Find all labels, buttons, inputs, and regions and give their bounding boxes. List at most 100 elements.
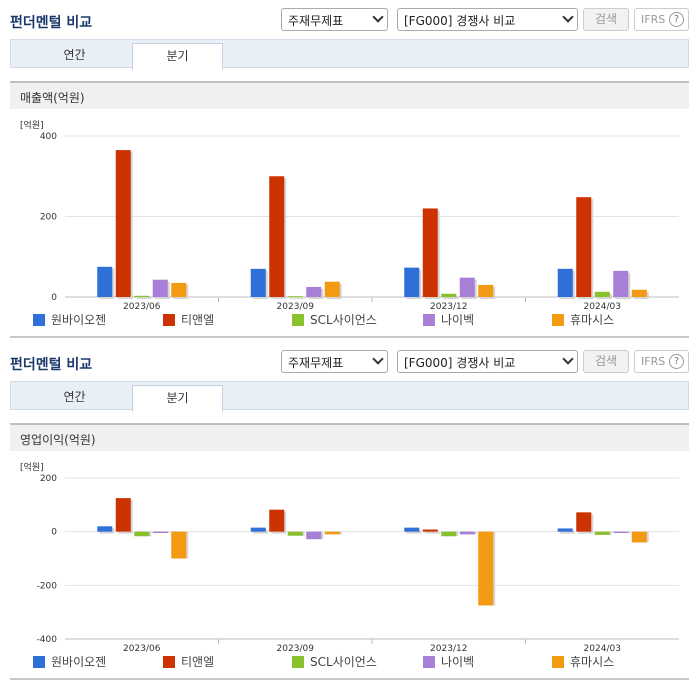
legend: 원바이오젠 티앤엘 SCL사이언스 나이벡 휴마시스 [0,655,696,671]
tab-annual[interactable]: 연간 [63,390,86,404]
tab-quarterly[interactable]: 분기 [132,43,223,70]
help-icon[interactable]: ? [669,12,684,27]
operating-profit-chart: -400 -200 0 200 2023/06 2023/09 2023/12 2024/03 [37,474,679,654]
bar[interactable] [152,279,168,297]
ifrs-button[interactable]: IFRS? [634,350,689,373]
bar[interactable] [422,208,438,297]
legend-label: 원바이오젠 [51,313,107,327]
revenue-panel: 펀더멘털 비교 주재무제표 [FG000] 경쟁사 비교 검색 IFRS? 연간… [0,8,696,338]
bar[interactable] [287,296,303,298]
legend-item[interactable]: 원바이오젠 [33,313,106,329]
y-tick-label: -400 [37,635,58,645]
bar[interactable] [171,531,187,559]
bar[interactable] [613,531,629,534]
statement-select[interactable]: 주재무제표 [281,350,388,373]
bar[interactable] [115,498,131,532]
legend-swatch [163,314,175,326]
help-icon[interactable]: ? [669,354,684,369]
y-tick-label: 0 [51,293,57,303]
search-button[interactable]: 검색 [583,8,629,31]
legend-swatch [33,314,45,326]
peer-group-select[interactable]: [FG000] 경쟁사 비교 [397,350,578,373]
legend-item[interactable]: SCL사이언스 [292,313,377,329]
legend-item[interactable]: 티앤엘 [163,655,214,671]
y-tick-label: 400 [40,132,57,142]
y-tick-label: -200 [37,581,58,591]
bar[interactable] [134,531,150,537]
statement-select-value: 주재무제표 [288,356,344,370]
revenue-chart: 0 200 400 2023/06 2023/09 2023/12 2024/03 [40,132,679,312]
bar[interactable] [97,526,113,532]
bar[interactable] [404,267,420,297]
legend-item[interactable]: 원바이오젠 [33,655,106,671]
bar-shadow [559,530,575,534]
page-title: 펀더멘털 비교 [10,15,93,31]
legend-swatch [163,656,175,668]
x-tick-label: 2024/03 [584,644,621,654]
bar[interactable] [478,531,494,606]
bar[interactable] [557,268,573,297]
legend-label: 휴마시스 [570,313,615,327]
statement-select[interactable]: 주재무제표 [281,8,388,31]
x-tick-label: 2024/03 [584,302,621,312]
bar[interactable] [306,286,322,297]
x-tick-label: 2023/12 [430,302,467,312]
peer-group-select[interactable]: [FG000] 경쟁사 비교 [397,8,578,31]
legend-swatch [292,656,304,668]
bar[interactable] [152,531,168,534]
ifrs-button[interactable]: IFRS? [634,8,689,31]
legend-swatch [33,656,45,668]
legend-item[interactable]: 나이벡 [423,655,474,671]
legend-item[interactable]: 티앤엘 [163,313,214,329]
bar[interactable] [631,531,647,543]
bar[interactable] [306,531,322,540]
legend: 원바이오젠 티앤엘 SCL사이언스 나이벡 휴마시스 [0,313,696,329]
legend-item[interactable]: 휴마시스 [552,313,614,329]
bar[interactable] [631,289,647,297]
bar[interactable] [134,295,150,297]
bar[interactable] [324,281,340,297]
y-unit-label: [억원] [20,121,44,131]
legend-label: SCL사이언스 [310,655,377,669]
bar[interactable] [97,266,113,297]
bar[interactable] [171,282,187,297]
bar[interactable] [576,197,592,297]
legend-item[interactable]: 나이벡 [423,313,474,329]
bar[interactable] [594,531,610,535]
bar[interactable] [269,509,285,532]
bar[interactable] [250,268,266,297]
section-title: 매출액(억원) [10,81,689,109]
legend-item[interactable]: SCL사이언스 [292,655,377,671]
operating-profit-panel: 펀더멘털 비교 주재무제표 [FG000] 경쟁사 비교 검색 IFRS? 연간… [0,342,696,684]
ifrs-label: IFRS [641,13,666,26]
legend-swatch [552,314,564,326]
bar[interactable] [422,529,438,532]
search-button[interactable]: 검색 [583,350,629,373]
bar[interactable] [324,531,340,535]
legend-label: 티앤엘 [181,655,215,669]
tab-annual[interactable]: 연간 [63,48,86,62]
peer-group-select-value: [FG000] 경쟁사 비교 [404,356,516,370]
bar[interactable] [404,527,420,532]
x-tick-label: 2023/06 [123,302,161,312]
bar[interactable] [269,176,285,297]
bar[interactable] [250,527,266,532]
legend-item[interactable]: 휴마시스 [552,655,614,671]
legend-swatch [292,314,304,326]
bar[interactable] [287,531,303,536]
bar[interactable] [613,270,629,297]
bar[interactable] [459,531,475,535]
bar[interactable] [594,291,610,297]
section-title: 영업이익(억원) [10,423,689,451]
tab-quarterly[interactable]: 분기 [132,385,223,412]
bar[interactable] [478,284,494,297]
bar[interactable] [576,512,592,532]
bar[interactable] [557,528,573,532]
bar[interactable] [441,293,457,297]
legend-label: 나이벡 [441,655,475,669]
legend-label: 티앤엘 [181,313,215,327]
bar[interactable] [459,277,475,297]
statement-select-value: 주재무제표 [288,14,344,28]
bar[interactable] [115,150,131,297]
bar[interactable] [441,531,457,537]
